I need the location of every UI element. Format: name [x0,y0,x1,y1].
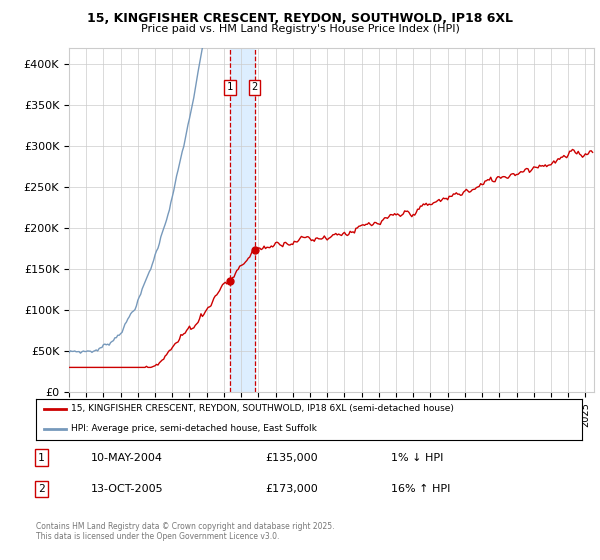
Text: HPI: Average price, semi-detached house, East Suffolk: HPI: Average price, semi-detached house,… [71,424,317,433]
Text: 15, KINGFISHER CRESCENT, REYDON, SOUTHWOLD, IP18 6XL: 15, KINGFISHER CRESCENT, REYDON, SOUTHWO… [87,12,513,25]
Text: Price paid vs. HM Land Registry's House Price Index (HPI): Price paid vs. HM Land Registry's House … [140,24,460,34]
Text: 1% ↓ HPI: 1% ↓ HPI [391,452,443,463]
Text: 13-OCT-2005: 13-OCT-2005 [91,484,163,494]
Text: 1: 1 [38,452,45,463]
Text: 15, KINGFISHER CRESCENT, REYDON, SOUTHWOLD, IP18 6XL (semi-detached house): 15, KINGFISHER CRESCENT, REYDON, SOUTHWO… [71,404,454,413]
Text: Contains HM Land Registry data © Crown copyright and database right 2025.
This d: Contains HM Land Registry data © Crown c… [36,522,335,542]
Text: 10-MAY-2004: 10-MAY-2004 [91,452,163,463]
Text: £135,000: £135,000 [265,452,318,463]
Text: 2: 2 [38,484,45,494]
Text: 16% ↑ HPI: 16% ↑ HPI [391,484,450,494]
Bar [230,48,255,392]
Text: £173,000: £173,000 [265,484,318,494]
Text: 2: 2 [251,82,258,92]
Text: 1: 1 [227,82,233,92]
